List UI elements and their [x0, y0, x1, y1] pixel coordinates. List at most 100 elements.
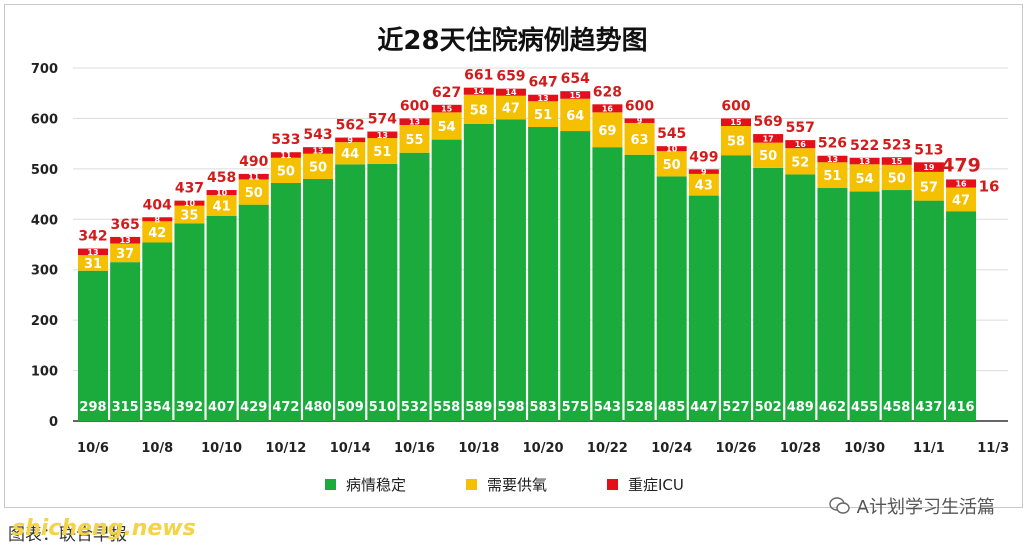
bar-value-label-icu: 15: [570, 91, 582, 100]
bar-segment-stable: [913, 200, 944, 421]
bar-value-label-oxygen: 54: [856, 172, 874, 187]
bar-value-label-oxygen: 43: [695, 179, 713, 194]
bar-segment-oxygen: [367, 138, 398, 164]
bar-total-label: 499: [689, 149, 718, 165]
y-tick-label: 400: [31, 213, 58, 228]
chart-title: 近28天住院病例趋势图: [377, 26, 648, 56]
bar-segment-oxygen: [817, 162, 848, 189]
bar-value-label-icu: 13: [377, 131, 388, 140]
bar-total-label: 569: [754, 114, 783, 130]
bar-value-label-oxygen: 58: [727, 135, 745, 150]
bar-total-label: 545: [657, 126, 686, 142]
bar-total-label: 490: [239, 154, 268, 170]
bar-segment-oxygen: [560, 98, 591, 132]
bar-value-label-stable: 598: [497, 400, 524, 415]
legend-item-stable: 病情稳定: [325, 474, 406, 495]
bar-segment-icu: [785, 140, 816, 149]
bar-segment-icu: [463, 87, 494, 95]
bar-value-label-stable: 447: [690, 400, 717, 415]
bar-segment-icu: [270, 152, 301, 158]
bar-segment-icu: [849, 157, 880, 165]
bar-segment-stable: [431, 139, 462, 421]
bar-segment-icu: [206, 190, 237, 196]
bar-value-label-icu: 11: [280, 151, 292, 160]
bar-total-label: 543: [303, 127, 332, 143]
bar-value-label-oxygen: 41: [213, 199, 231, 214]
bar-value-label-stable: 429: [240, 400, 267, 415]
bar-segment-oxygen: [270, 157, 301, 183]
bar-value-label-icu: 17: [763, 134, 774, 143]
bar-segment-oxygen: [592, 112, 623, 148]
x-tick-label: 10/22: [587, 441, 628, 456]
y-tick-label: 300: [31, 264, 58, 279]
bar-value-label-stable: 543: [594, 400, 621, 415]
bar-segment-icu: [592, 104, 623, 113]
bar-total-label: 533: [271, 132, 300, 148]
bar-segment-icu: [753, 134, 784, 143]
bar-total-label: 628: [593, 84, 622, 100]
bar-segment-stable: [142, 242, 173, 421]
x-tick-label: 10/20: [523, 441, 564, 456]
bar-segment-stable: [463, 123, 494, 422]
bar-segment-oxygen: [303, 153, 334, 179]
bar-value-label-icu: 13: [120, 236, 131, 245]
bar-value-label-icu: 13: [538, 94, 549, 103]
bar-segment-icu: [495, 88, 526, 96]
bar-segment-oxygen: [753, 142, 784, 168]
x-tick-label: 10/14: [330, 441, 371, 456]
wechat-icon: [828, 497, 850, 514]
bar-value-label-oxygen: 63: [631, 133, 649, 148]
x-tick-label: 11/3: [977, 441, 1009, 456]
bar-segment-oxygen: [142, 221, 173, 243]
bar-value-label-stable: 354: [144, 400, 171, 415]
bar-total-label: 600: [625, 98, 654, 114]
bar-segment-icu: [817, 155, 848, 163]
bar-value-label-stable: 583: [530, 400, 557, 415]
bar-segment-icu: [688, 169, 719, 174]
bar-value-label-stable: 458: [883, 400, 910, 415]
bar-value-label-stable: 437: [915, 400, 942, 415]
bar-segment-stable: [399, 152, 430, 421]
bar-segment-stable: [624, 154, 655, 422]
bar-value-label-stable: 455: [851, 400, 878, 415]
bar-segment-stable: [721, 155, 751, 421]
bar-value-label-oxygen: 58: [470, 103, 488, 118]
bar-value-label-stable: 532: [401, 400, 428, 415]
bar-segment-icu: [78, 248, 108, 256]
bar-value-label-stable: 298: [79, 400, 106, 415]
legend-label-stable: 病情稳定: [346, 476, 407, 494]
bar-segment-oxygen: [238, 179, 269, 205]
bar-segment-oxygen: [913, 171, 944, 201]
bar-segment-oxygen: [431, 112, 462, 140]
bar-total-label: 523: [882, 137, 911, 153]
bar-total-label: 654: [561, 71, 590, 87]
bar-value-label-icu: 14: [505, 88, 517, 97]
bar-value-label-icu: 9: [347, 136, 353, 145]
x-tick-label: 10/6: [77, 441, 109, 456]
bar-value-label-stable: 510: [369, 400, 396, 415]
bar-segment-stable: [206, 215, 237, 421]
x-tick-label: 11/1: [913, 441, 945, 456]
bar-segment-icu: [335, 137, 366, 143]
bar-segment-icu: [656, 146, 687, 152]
bar-value-label-stable: 407: [208, 400, 235, 415]
bar-segment-icu: [399, 118, 430, 125]
bar-value-label-oxygen: 51: [373, 145, 391, 160]
bar-value-label-icu: 13: [87, 248, 98, 257]
bar-value-label-oxygen: 54: [438, 120, 456, 135]
bar-segment-icu: [624, 118, 655, 123]
bar-value-label-icu: 10: [184, 199, 196, 208]
x-tick-label: 10/10: [201, 441, 242, 456]
legend-item-oxygen: 需要供氧: [466, 474, 547, 495]
bar-segment-oxygen: [946, 187, 977, 212]
bar-total-label: 647: [528, 75, 557, 91]
bar-value-label-icu: 13: [827, 155, 838, 164]
bar-segment-stable: [110, 262, 141, 421]
bar-value-label-icu: 13: [312, 146, 323, 155]
bar-value-label-oxygen: 37: [116, 247, 134, 262]
bar-value-label-stable: 558: [433, 400, 460, 415]
bar-total-label: 437: [175, 181, 204, 197]
bar-value-label-icu: 19: [923, 163, 935, 172]
x-tick-label: 10/18: [458, 441, 499, 456]
